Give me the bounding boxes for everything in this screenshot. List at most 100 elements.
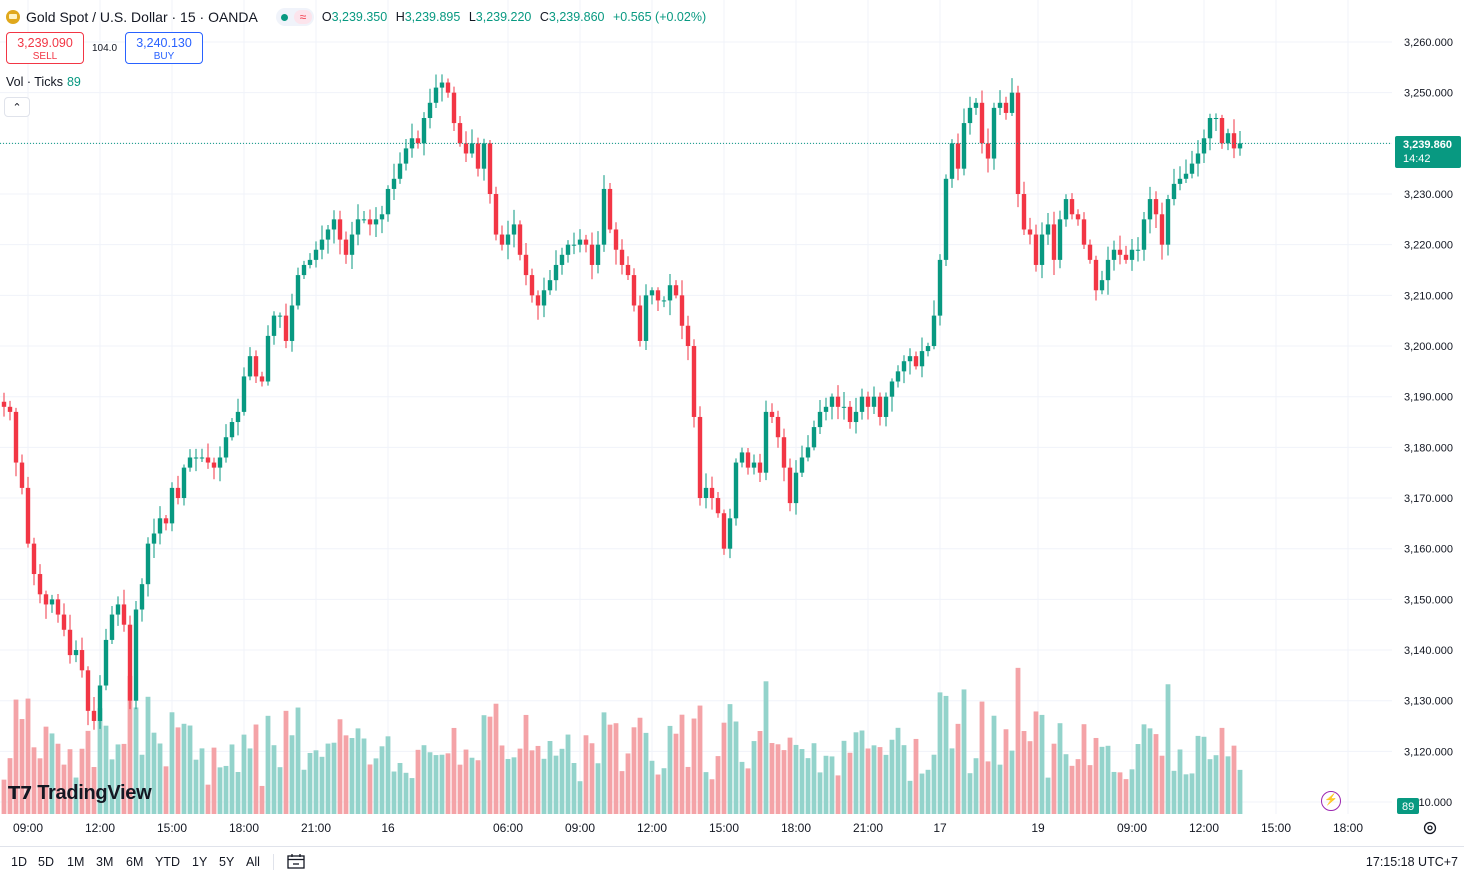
candle-body: [475, 143, 481, 169]
symbol-title[interactable]: Gold Spot / U.S. Dollar · 15 · OANDA: [26, 9, 258, 25]
volume-value-label: 89: [1397, 798, 1419, 814]
candle-body: [517, 224, 523, 255]
volume-bar: [1003, 729, 1009, 814]
candle-body: [463, 143, 469, 154]
candle-body: [1039, 234, 1045, 265]
volume-bar: [559, 748, 565, 814]
candle-body: [229, 422, 235, 438]
volume-bar: [757, 731, 763, 814]
collapse-legend-button[interactable]: ⌃: [4, 97, 30, 117]
open-value: 3,239.350: [331, 10, 388, 24]
volume-bar: [427, 752, 433, 814]
volume-bar: [523, 714, 529, 814]
time-axis: 09:00 12:00 15:00 18:00 21:00 16 06:00 09:00 12:…: [13, 821, 1363, 835]
candle-body: [415, 138, 421, 144]
spread-value: 104.0: [92, 43, 118, 54]
candle-body: [853, 411, 859, 423]
buy-button[interactable]: 3,240.130 BUY: [125, 32, 203, 64]
volume-bar: [1105, 745, 1111, 814]
volume-bar: [745, 768, 751, 814]
candle-body: [97, 685, 103, 721]
candle-body: [625, 264, 631, 276]
volume-bar: [859, 730, 865, 814]
market-status-pill[interactable]: ≈: [275, 8, 314, 26]
volume-bar: [865, 748, 871, 814]
volume-bar: [709, 779, 715, 814]
candle-body: [781, 437, 787, 468]
time-axis-label: 15:00: [157, 821, 187, 835]
lightning-icon[interactable]: ⚡: [1321, 791, 1341, 811]
candle-body: [1177, 178, 1183, 184]
volume-bar: [193, 759, 199, 814]
volume-bar: [157, 743, 163, 814]
volume-bar: [727, 704, 733, 814]
volume-bar: [205, 784, 211, 814]
volume-bar: [79, 748, 85, 814]
candle-body: [805, 447, 811, 458]
volume-bar: [949, 748, 955, 814]
tradingview-logo[interactable]: T7 TradingView: [8, 782, 152, 805]
candle-body: [1207, 118, 1213, 139]
range-button-5d[interactable]: 5D: [38, 855, 54, 869]
volume-bar: [547, 741, 553, 814]
volume-bar: [739, 761, 745, 814]
volume-bar: [1015, 667, 1021, 814]
candle-body: [349, 234, 355, 255]
sell-button[interactable]: 3,239.090 SELL: [6, 32, 84, 64]
volume-legend[interactable]: Vol · Ticks 89: [6, 75, 81, 89]
range-button-1m[interactable]: 1M: [67, 855, 85, 869]
volume-bar: [1147, 728, 1153, 814]
volume-bar: [607, 724, 613, 814]
volume-bar: [691, 718, 697, 814]
settings-gear-icon[interactable]: [1422, 820, 1438, 836]
volume-bar: [595, 763, 601, 814]
candle-body: [85, 670, 91, 711]
candle-body: [811, 427, 817, 448]
candle-body: [799, 457, 805, 473]
candle-body: [73, 650, 79, 656]
candle-body: [511, 224, 517, 235]
time-axis-label: 15:00: [1261, 821, 1291, 835]
volume-bar: [1171, 770, 1177, 814]
candle-body: [289, 305, 295, 341]
range-button-all[interactable]: All: [246, 855, 260, 869]
candle-body: [1087, 244, 1093, 260]
candle-body: [943, 178, 949, 260]
range-button-3m[interactable]: 3M: [96, 855, 114, 869]
volume-bar: [925, 769, 931, 814]
candle-body: [619, 249, 625, 265]
volume-bar: [355, 728, 361, 814]
candle-body: [847, 406, 853, 423]
volume-bar: [853, 732, 859, 814]
range-button-6m[interactable]: 6M: [126, 855, 144, 869]
volume-bar: [301, 769, 307, 814]
candle-body: [1201, 138, 1207, 154]
utc-clock[interactable]: 17:15:18 UTC+7: [1365, 855, 1458, 869]
candle-body: [25, 487, 31, 544]
range-button-1d[interactable]: 1D: [11, 855, 27, 869]
calendar-icon[interactable]: [287, 853, 305, 869]
candle-body: [403, 148, 409, 164]
volume-bar: [637, 717, 643, 814]
volume-bar: [1231, 745, 1237, 814]
price-axis-label: 3,140.000: [1404, 645, 1453, 657]
candle-body: [343, 239, 349, 255]
candle-body: [577, 239, 583, 245]
volume-bar: [331, 742, 337, 814]
candle-body: [445, 82, 451, 93]
volume-bar: [121, 743, 127, 814]
range-button-1y[interactable]: 1Y: [192, 855, 208, 869]
volume-bar: [217, 767, 223, 814]
candle-body: [301, 264, 307, 276]
volume-bar: [1165, 684, 1171, 814]
candle-body: [949, 143, 955, 179]
gold-symbol-icon: [6, 10, 20, 24]
time-axis-label: 15:00: [709, 821, 739, 835]
volume-bar: [19, 719, 25, 814]
range-button-ytd[interactable]: YTD: [155, 855, 180, 869]
sell-price: 3,239.090: [17, 36, 73, 50]
volume-bar: [457, 764, 463, 814]
price-chart[interactable]: 3,260.0003,250.0003,240.0003,230.0003,22…: [0, 0, 1464, 846]
range-button-5y[interactable]: 5Y: [219, 855, 235, 869]
volume-bar: [1153, 734, 1159, 814]
